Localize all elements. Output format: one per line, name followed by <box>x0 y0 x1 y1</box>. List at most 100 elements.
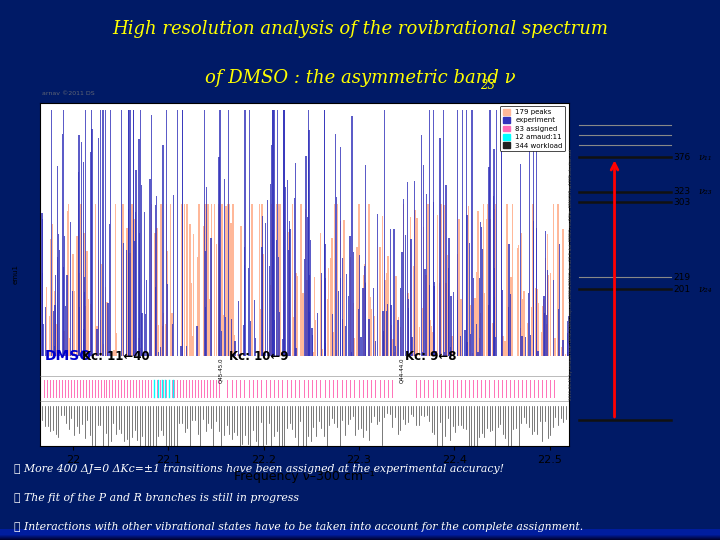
Bar <box>105 110 107 356</box>
Bar <box>302 293 304 356</box>
Bar <box>422 307 423 356</box>
Bar <box>143 212 145 356</box>
Bar <box>269 331 270 356</box>
Bar <box>41 213 42 356</box>
Bar <box>187 340 189 356</box>
Bar <box>45 287 47 356</box>
Bar <box>521 336 523 356</box>
Bar <box>250 321 251 356</box>
Bar <box>351 352 352 356</box>
Bar <box>431 332 433 356</box>
Bar <box>0 533 720 538</box>
Bar <box>369 204 370 356</box>
Bar <box>90 152 91 356</box>
Bar <box>492 323 494 356</box>
Bar <box>490 110 491 356</box>
Bar <box>0 532 720 537</box>
Text: ν₁₁: ν₁₁ <box>698 153 712 162</box>
Text: Kc: 11←40: Kc: 11←40 <box>82 350 150 363</box>
Bar <box>141 316 143 356</box>
Bar <box>55 274 56 356</box>
Bar <box>272 110 274 356</box>
Bar <box>301 288 302 356</box>
Bar <box>67 237 68 356</box>
Bar <box>370 298 372 356</box>
Bar <box>72 254 73 356</box>
Bar <box>356 319 358 356</box>
Bar <box>421 135 422 356</box>
Bar <box>372 288 374 356</box>
Bar <box>225 206 227 356</box>
Bar <box>263 254 264 356</box>
Bar <box>482 249 483 356</box>
Bar <box>400 288 401 356</box>
Legend: 179 peaks, experiment, 83 assigned, 12 amaud:11, 344 workload: 179 peaks, experiment, 83 assigned, 12 a… <box>500 106 565 151</box>
Bar <box>54 340 55 356</box>
Bar <box>78 273 80 356</box>
Bar <box>528 110 530 356</box>
Bar <box>462 110 463 356</box>
Bar <box>294 300 296 356</box>
Bar <box>408 299 409 356</box>
Bar <box>335 134 336 356</box>
Bar <box>480 222 482 356</box>
Bar <box>84 306 86 356</box>
Bar <box>0 530 720 536</box>
Bar <box>430 320 431 356</box>
Text: DMSO: DMSO <box>45 349 91 363</box>
Bar <box>403 204 405 356</box>
Bar <box>204 110 205 356</box>
Bar <box>182 110 184 356</box>
Bar <box>177 110 179 356</box>
Bar <box>495 336 496 356</box>
Bar <box>211 204 212 356</box>
Bar <box>0 531 720 537</box>
Bar <box>197 318 199 356</box>
Bar <box>197 316 199 356</box>
Bar <box>510 294 511 356</box>
Bar <box>353 303 354 356</box>
Bar <box>521 299 523 356</box>
Bar <box>90 305 91 356</box>
Bar <box>297 276 298 356</box>
Bar <box>251 311 252 356</box>
Bar <box>160 347 161 356</box>
Bar <box>520 164 521 356</box>
Bar <box>216 325 217 356</box>
Bar <box>431 327 432 356</box>
Bar <box>114 204 116 356</box>
Bar <box>0 531 720 536</box>
Bar <box>384 280 386 356</box>
Bar <box>332 333 333 356</box>
Bar <box>468 206 469 356</box>
Bar <box>77 310 78 356</box>
Bar <box>65 306 66 356</box>
Bar <box>387 255 389 356</box>
Bar <box>379 331 380 356</box>
Bar <box>0 531 720 537</box>
Bar <box>0 532 720 538</box>
Bar <box>356 247 358 356</box>
Bar <box>103 344 104 356</box>
Bar <box>451 336 452 356</box>
Bar <box>296 345 297 356</box>
Bar <box>427 299 428 356</box>
Bar <box>502 290 503 356</box>
Bar <box>484 293 485 356</box>
Bar <box>546 271 548 356</box>
Bar <box>561 347 562 356</box>
Bar <box>210 238 212 356</box>
Bar <box>207 204 209 356</box>
Bar <box>336 197 337 356</box>
Bar <box>295 163 296 356</box>
Bar <box>0 531 720 537</box>
Bar <box>71 352 72 356</box>
Bar <box>150 320 151 356</box>
Bar <box>305 209 306 356</box>
Bar <box>554 338 556 356</box>
Bar <box>91 110 92 356</box>
Bar <box>0 530 720 536</box>
Bar <box>0 529 720 535</box>
Bar <box>500 142 502 356</box>
Bar <box>346 274 347 356</box>
